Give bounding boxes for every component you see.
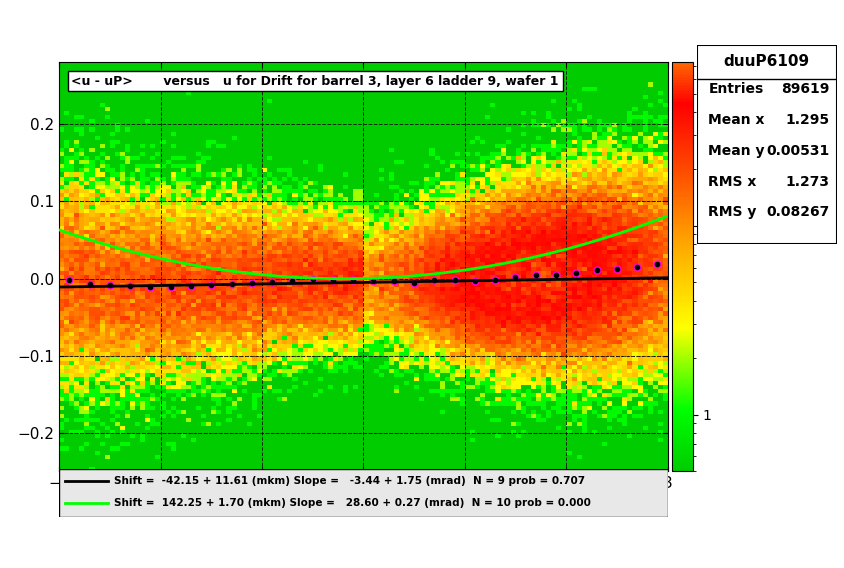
FancyBboxPatch shape	[696, 45, 836, 244]
FancyBboxPatch shape	[59, 469, 667, 517]
Text: Shift =  -42.15 + 11.61 (mkm) Slope =   -3.44 + 1.75 (mrad)  N = 9 prob = 0.707: Shift = -42.15 + 11.61 (mkm) Slope = -3.…	[114, 475, 584, 486]
Text: 1.295: 1.295	[785, 113, 829, 127]
Text: 89619: 89619	[781, 82, 829, 96]
Text: duuP6109: duuP6109	[723, 54, 809, 69]
Text: Mean y: Mean y	[707, 144, 764, 158]
Text: Shift =  142.25 + 1.70 (mkm) Slope =   28.60 + 0.27 (mrad)  N = 10 prob = 0.000: Shift = 142.25 + 1.70 (mkm) Slope = 28.6…	[114, 498, 590, 508]
Text: RMS y: RMS y	[707, 206, 755, 219]
X-axis label: ../P06icFiles/cuProductionMinBias_ReversedFullField.root: ../P06icFiles/cuProductionMinBias_Revers…	[117, 497, 609, 513]
Text: Mean x: Mean x	[707, 113, 764, 127]
Text: <u - uP>       versus   u for Drift for barrel 3, layer 6 ladder 9, wafer 1: <u - uP> versus u for Drift for barrel 3…	[71, 75, 558, 87]
Text: 0.08267: 0.08267	[766, 206, 829, 219]
Text: 1.273: 1.273	[785, 174, 829, 189]
Text: RMS x: RMS x	[707, 174, 755, 189]
Text: Entries: Entries	[707, 82, 763, 96]
Text: 0.00531: 0.00531	[766, 144, 829, 158]
